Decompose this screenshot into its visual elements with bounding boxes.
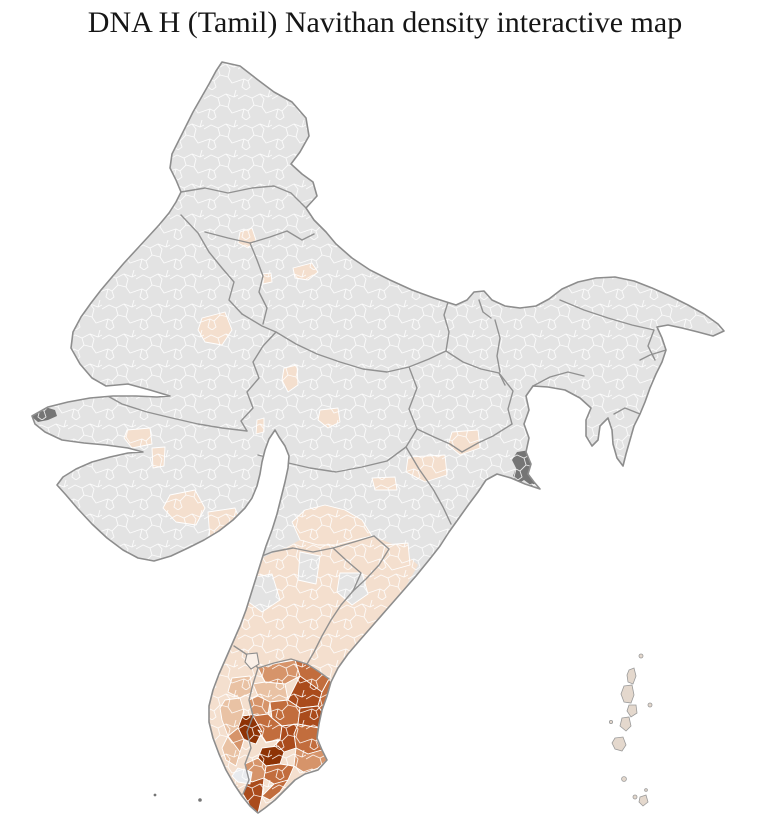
state-boundaries	[96, 185, 667, 795]
district-enclave-outlined[interactable]	[244, 652, 260, 670]
island-shape	[609, 720, 614, 725]
island-shape	[644, 788, 648, 792]
island-dot	[153, 793, 157, 797]
island-shape	[611, 736, 627, 752]
island-shape	[626, 667, 637, 685]
map-title: DNA H (Tamil) Navithan density interacti…	[87, 6, 683, 39]
island-shape	[620, 684, 635, 704]
island-shape	[638, 794, 649, 807]
island-dot	[198, 798, 202, 802]
island-shape	[621, 776, 627, 782]
andaman-nicobar-islands	[609, 653, 653, 807]
district-boundaries-overlay	[32, 62, 724, 813]
lakshadweep-dots	[153, 793, 202, 802]
island-shape	[638, 653, 644, 659]
island-shape	[632, 794, 638, 800]
district-shape[interactable]	[237, 514, 271, 551]
island-shape	[619, 716, 632, 732]
island-shape	[626, 704, 638, 718]
island-shape	[647, 702, 653, 708]
india-outline	[31, 61, 725, 814]
